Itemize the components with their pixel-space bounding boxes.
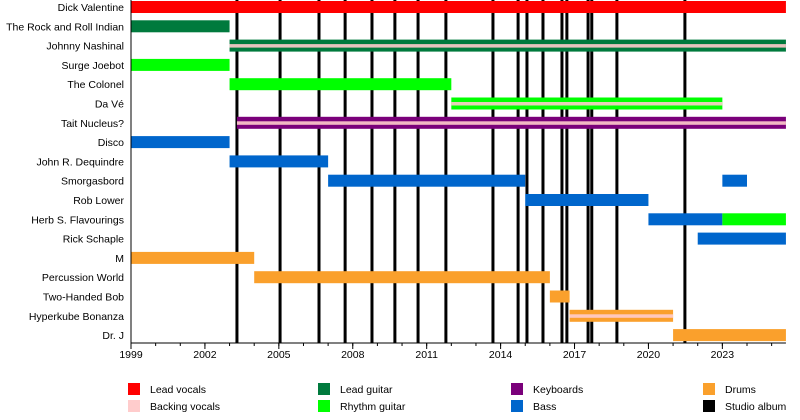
x-tick-label: 2023 xyxy=(711,349,735,361)
legend-label: Keyboards xyxy=(533,384,583,396)
legend-swatch xyxy=(511,400,523,412)
member-bar xyxy=(131,58,230,71)
member-name-label: Da Vé xyxy=(95,99,124,111)
member-name-label: Surge Joebot xyxy=(62,60,125,72)
member-bar xyxy=(229,155,329,168)
member-bar-secondary-stripe xyxy=(569,314,674,318)
member-bar xyxy=(131,251,255,264)
member-bar-secondary-stripe xyxy=(451,102,723,106)
x-tick-label: 2020 xyxy=(637,349,661,361)
member-name-label: John R. Dequindre xyxy=(36,156,124,168)
member-name-label: Rob Lower xyxy=(73,195,124,207)
member-name-label: The Colonel xyxy=(67,79,124,91)
member-bar xyxy=(131,20,230,33)
member-bar xyxy=(525,194,649,206)
x-tick-label: 2005 xyxy=(267,349,291,361)
member-name-label: Dick Valentine xyxy=(58,2,124,14)
legend-label: Backing vocals xyxy=(150,401,220,413)
legend-swatch xyxy=(703,383,715,395)
member-name-label: Two-Handed Bob xyxy=(43,292,124,304)
member-bar xyxy=(328,174,526,187)
member-name-label: Herb S. Flavourings xyxy=(31,214,124,226)
legend-label: Lead vocals xyxy=(150,384,206,396)
member-name-label: Disco xyxy=(98,137,124,149)
legend-label: Bass xyxy=(533,401,556,413)
member-name-label: Hyperkube Bonanza xyxy=(29,311,124,323)
member-name-label: Tait Nucleus? xyxy=(61,118,124,130)
legend-label: Drums xyxy=(725,384,756,396)
member-bar-secondary-stripe xyxy=(236,121,786,125)
member-bar xyxy=(722,213,786,226)
x-tick-label: 2017 xyxy=(563,349,587,361)
member-bar xyxy=(254,271,550,284)
member-name-label: The Rock and Roll Indian xyxy=(6,21,124,33)
legend-swatch xyxy=(511,383,523,395)
x-tick-label: 2011 xyxy=(415,349,438,361)
member-bar-secondary-stripe xyxy=(229,44,786,48)
member-name-label: Percussion World xyxy=(42,272,124,284)
x-tick-label: 2014 xyxy=(489,349,513,361)
member-bar xyxy=(673,329,786,342)
x-tick-label: 1999 xyxy=(119,349,143,361)
member-bar xyxy=(697,232,786,245)
legend-swatch xyxy=(318,400,330,412)
legend-swatch xyxy=(318,383,330,395)
member-bar xyxy=(722,174,747,187)
member-name-label: Dr. J xyxy=(102,330,124,342)
member-name-label: Rick Schaple xyxy=(63,234,124,246)
legend-label: Rhythm guitar xyxy=(340,401,406,413)
member-bar xyxy=(131,1,786,13)
x-tick-label: 2008 xyxy=(341,349,365,361)
member-bar xyxy=(229,78,452,91)
member-bar xyxy=(549,290,570,303)
member-name-label: Johnny Nashinal xyxy=(46,41,124,53)
member-name-label: Smorgasbord xyxy=(61,176,124,188)
x-tick-label: 2002 xyxy=(193,349,217,361)
member-name-label: M xyxy=(115,253,124,265)
legend-label: Lead guitar xyxy=(340,384,393,396)
legend-swatch xyxy=(128,400,140,412)
legend-label: Studio album xyxy=(725,401,787,413)
legend-swatch xyxy=(128,383,140,395)
member-bar xyxy=(131,136,230,149)
legend-swatch xyxy=(703,400,715,412)
member-bar xyxy=(648,213,723,226)
